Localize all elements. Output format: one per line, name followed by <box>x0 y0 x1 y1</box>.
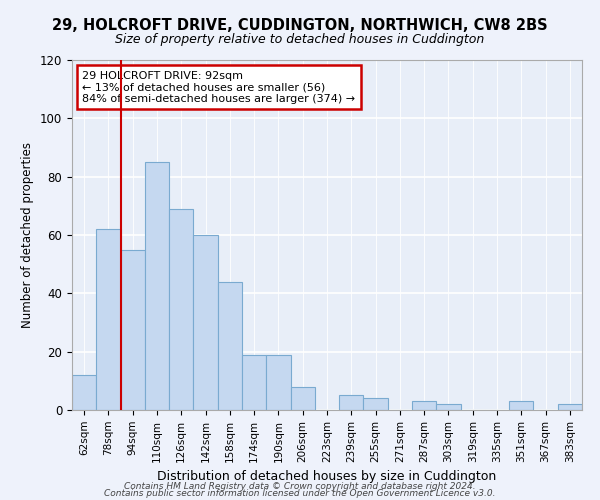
Bar <box>558 404 582 410</box>
Bar <box>509 401 533 410</box>
Bar <box>339 396 364 410</box>
Bar <box>145 162 169 410</box>
Text: Contains HM Land Registry data © Crown copyright and database right 2024.: Contains HM Land Registry data © Crown c… <box>124 482 476 491</box>
Bar <box>364 398 388 410</box>
Bar <box>72 375 96 410</box>
Bar <box>412 401 436 410</box>
Bar <box>290 386 315 410</box>
Bar <box>242 354 266 410</box>
Text: Size of property relative to detached houses in Cuddington: Size of property relative to detached ho… <box>115 32 485 46</box>
Bar <box>121 250 145 410</box>
Bar <box>169 209 193 410</box>
Text: Contains public sector information licensed under the Open Government Licence v3: Contains public sector information licen… <box>104 490 496 498</box>
Bar <box>193 235 218 410</box>
X-axis label: Distribution of detached houses by size in Cuddington: Distribution of detached houses by size … <box>157 470 497 483</box>
Bar <box>96 229 121 410</box>
Text: 29 HOLCROFT DRIVE: 92sqm
← 13% of detached houses are smaller (56)
84% of semi-d: 29 HOLCROFT DRIVE: 92sqm ← 13% of detach… <box>82 70 355 104</box>
Text: 29, HOLCROFT DRIVE, CUDDINGTON, NORTHWICH, CW8 2BS: 29, HOLCROFT DRIVE, CUDDINGTON, NORTHWIC… <box>52 18 548 32</box>
Bar <box>266 354 290 410</box>
Bar <box>436 404 461 410</box>
Bar <box>218 282 242 410</box>
Y-axis label: Number of detached properties: Number of detached properties <box>22 142 34 328</box>
